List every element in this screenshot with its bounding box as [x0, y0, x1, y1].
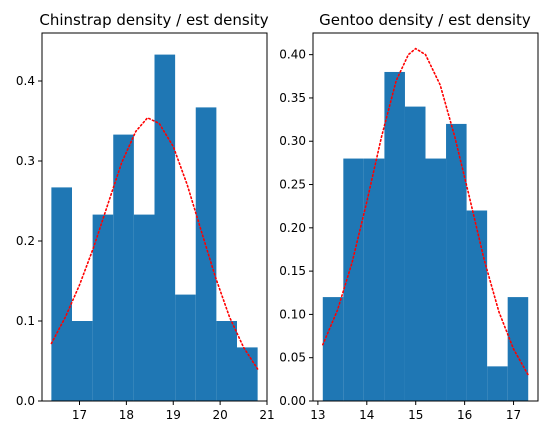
gentoo-axes-frame [312, 32, 539, 402]
gentoo-y-axis: 0.00 0.05 0.10 0.15 0.20 0.25 0.30 0.35 0.40 [279, 48, 313, 408]
chinstrap-chart-title: Chinstrap density / est density [39, 11, 268, 29]
gentoo-y-tick-label: 0.00 [279, 394, 306, 408]
chinstrap-x-tick-label: 21 [259, 408, 274, 422]
gentoo-y-tick-label: 0.35 [279, 91, 306, 105]
gentoo-x-axis: 13 14 15 16 17 [310, 401, 521, 422]
gentoo-chart-title: Gentoo density / est density [319, 11, 531, 29]
chinstrap-y-tick-label: 0.1 [16, 314, 35, 328]
gentoo-y-tick-label: 0.40 [279, 48, 306, 62]
chinstrap-bar [154, 54, 176, 401]
chinstrap-bar [92, 214, 114, 401]
chinstrap-y-tick-label: 0.2 [16, 234, 35, 248]
chinstrap-x-tick-label: 18 [119, 408, 134, 422]
chinstrap-y-tick-label: 0.4 [16, 74, 35, 88]
gentoo-x-tick-label: 17 [506, 408, 521, 422]
gentoo-y-tick-label: 0.20 [279, 221, 306, 235]
chinstrap-bar [72, 321, 93, 401]
chinstrap-bar [216, 321, 237, 401]
gentoo-x-tick-label: 16 [457, 408, 472, 422]
gentoo-y-tick-label: 0.10 [279, 307, 306, 321]
gentoo-bar [425, 158, 447, 401]
chinstrap-density-curve [50, 116, 259, 370]
gentoo-density-line [321, 47, 530, 376]
chinstrap-x-tick-label: 20 [212, 408, 227, 422]
chinstrap-bar [195, 107, 217, 402]
chinstrap-bar [51, 187, 72, 401]
gentoo-x-tick-label: 15 [408, 408, 423, 422]
chinstrap-axes-frame [41, 32, 268, 402]
chinstrap-y-tick-label: 0.0 [16, 394, 35, 408]
gentoo-y-tick-label: 0.15 [279, 264, 306, 278]
gentoo-x-tick-label: 13 [310, 408, 325, 422]
gentoo-bar [343, 158, 364, 401]
chinstrap-y-axis: 0.0 0.1 0.2 0.3 0.4 [16, 74, 42, 408]
gentoo-density-curve [321, 47, 530, 376]
gentoo-bar [384, 71, 405, 401]
chinstrap-bar [133, 214, 155, 401]
chinstrap-density-line [50, 116, 259, 370]
gentoo-histogram-panel: Gentoo density / est density 13 14 15 16 17 … [279, 11, 539, 422]
chinstrap-bar [113, 134, 134, 401]
gentoo-bar [507, 297, 529, 401]
chinstrap-y-tick-label: 0.3 [16, 154, 35, 168]
gentoo-bar [322, 297, 344, 401]
gentoo-x-tick-label: 14 [359, 408, 374, 422]
chinstrap-x-tick-label: 17 [72, 408, 87, 422]
chinstrap-x-axis: 17 18 19 20 21 [72, 401, 275, 422]
gentoo-bar [487, 366, 508, 401]
gentoo-y-tick-label: 0.25 [279, 178, 306, 192]
gentoo-bar [466, 210, 488, 401]
gentoo-bar [363, 158, 385, 401]
chinstrap-x-tick-label: 19 [166, 408, 181, 422]
chinstrap-histogram-panel: Chinstrap density / est density 17 18 19 20… [16, 11, 275, 422]
chinstrap-bar [237, 347, 258, 401]
gentoo-bars [322, 71, 529, 401]
chinstrap-bar [175, 294, 196, 401]
gentoo-bar [446, 123, 467, 401]
gentoo-bar [404, 106, 426, 401]
gentoo-y-tick-label: 0.05 [279, 351, 306, 365]
gentoo-y-tick-label: 0.30 [279, 134, 306, 148]
